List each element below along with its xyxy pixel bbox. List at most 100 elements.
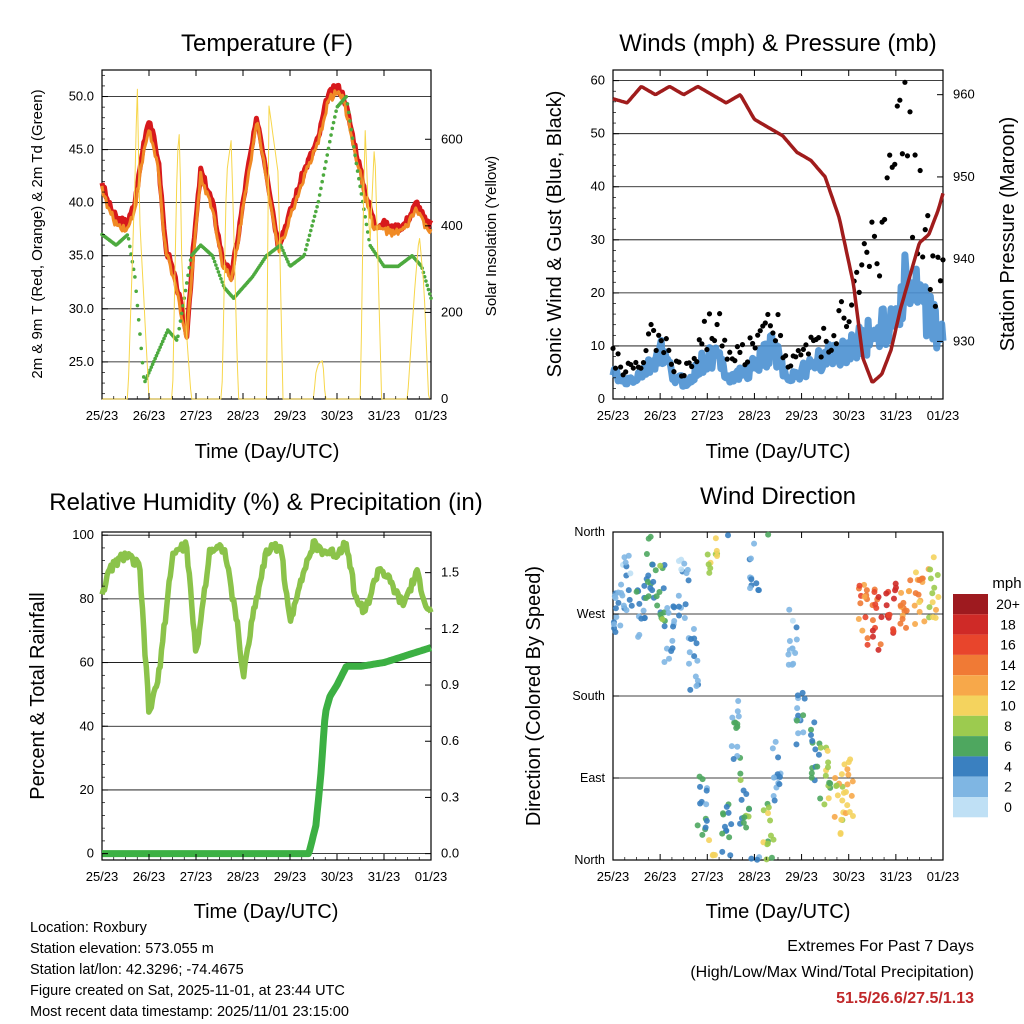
dewpoint-point	[174, 338, 179, 342]
direction-point	[728, 821, 735, 828]
direction-point	[684, 566, 691, 573]
direction-point	[824, 764, 831, 771]
x-tick-label: 26/23	[644, 869, 677, 884]
gust-point	[719, 343, 725, 349]
direction-point	[834, 792, 841, 799]
direction-point	[821, 801, 828, 808]
direction-point	[745, 805, 752, 812]
direction-point	[753, 580, 760, 587]
direction-point	[789, 661, 796, 668]
gust-point	[800, 346, 806, 353]
direction-point	[737, 777, 744, 784]
direction-point	[846, 808, 853, 815]
direction-point	[649, 561, 656, 568]
legend-label: 4	[1004, 758, 1012, 774]
gust-point	[849, 302, 855, 308]
gust-point	[818, 354, 824, 360]
direction-point	[825, 795, 832, 802]
gust-point	[711, 337, 718, 344]
direction-point	[899, 615, 906, 622]
direction-point	[661, 623, 668, 630]
dewpoint-point	[345, 102, 350, 106]
direction-point	[845, 771, 852, 778]
direction-point	[686, 649, 693, 656]
gust-point	[935, 254, 941, 260]
direction-point	[733, 724, 740, 731]
direction-point	[849, 778, 856, 785]
gust-point	[859, 262, 865, 268]
dewpoint-point	[159, 342, 164, 347]
direction-point	[786, 606, 793, 613]
gust-point	[937, 278, 944, 284]
legend-swatch	[953, 695, 988, 716]
direction-point	[808, 731, 815, 738]
x-tick-label: 26/23	[133, 408, 166, 423]
direction-point	[681, 560, 688, 567]
y2-tick-label: 930	[953, 333, 975, 348]
direction-point	[682, 601, 689, 608]
dewpoint-point	[184, 281, 189, 285]
direction-point	[890, 595, 897, 602]
legend-label: 10	[1000, 698, 1016, 714]
gust-point	[612, 365, 619, 371]
dewpoint-point	[219, 276, 223, 281]
humidity-axes: 0 20 40 60 80 100 0.0 0.3 0.6 0.9 1.2 1.5 25/23 26/23…	[72, 527, 459, 884]
gust-point	[663, 336, 669, 342]
gust-point	[876, 273, 883, 279]
y-tick-label: East	[580, 771, 606, 785]
direction-point	[719, 848, 726, 855]
dewpoint-point	[220, 280, 225, 284]
direction-point	[844, 766, 851, 773]
y2-tick-label: 400	[441, 218, 463, 233]
y-tick-label: 100	[72, 527, 94, 542]
y2-tick-label: 200	[441, 304, 463, 319]
gust-point	[734, 344, 740, 350]
station-info: Location: Roxbury Station elevation: 573…	[30, 918, 349, 1023]
direction-point	[901, 608, 908, 615]
dewpoint-point	[352, 144, 356, 149]
x-tick-label: 27/23	[691, 408, 724, 423]
direction-point	[775, 754, 782, 761]
direction-point	[839, 797, 846, 804]
y-tick-label: West	[577, 607, 606, 621]
dewpoint-point	[305, 243, 309, 247]
direction-point	[635, 633, 642, 640]
direction-point	[793, 717, 800, 724]
gust-point	[653, 347, 659, 354]
speed-legend: 20+ 18 16 14 12 10 8 6 4 2 0	[953, 594, 1020, 818]
direction-point	[855, 616, 862, 623]
gust-point	[922, 227, 928, 233]
gust-point	[706, 311, 713, 317]
direction-point	[612, 605, 619, 612]
direction-point	[647, 585, 654, 592]
dewpoint-point	[149, 365, 154, 369]
direction-point	[912, 569, 919, 576]
direction-point	[878, 614, 885, 621]
gust-point	[841, 315, 847, 321]
dewpoint-point	[321, 173, 326, 177]
direction-point	[812, 746, 819, 753]
direction-point	[848, 792, 855, 799]
dewpoint-point	[327, 139, 332, 144]
series-line-sonic-wind	[609, 251, 947, 390]
direction-point	[809, 737, 816, 744]
y2-tick-label: 1.5	[441, 565, 459, 580]
direction-xlabel: Time (Day/UTC)	[706, 901, 851, 923]
dewpoint-point	[429, 296, 433, 300]
direction-point	[740, 819, 747, 826]
dewpoint-point	[138, 332, 142, 336]
direction-point	[929, 599, 936, 606]
dewpoint-point	[317, 193, 322, 197]
gust-point	[666, 347, 672, 354]
gust-point	[755, 332, 761, 338]
x-tick-label: 25/23	[597, 869, 630, 884]
direction-point	[916, 608, 923, 615]
legend-swatch	[953, 654, 988, 676]
direction-point	[725, 809, 732, 816]
direction-point	[741, 814, 748, 821]
gust-point	[645, 331, 652, 337]
temperature-ylabel-right: Solar Insolation (Yellow)	[483, 156, 500, 316]
gust-point	[917, 167, 923, 174]
direction-point	[921, 618, 928, 625]
direction-point	[661, 659, 668, 666]
